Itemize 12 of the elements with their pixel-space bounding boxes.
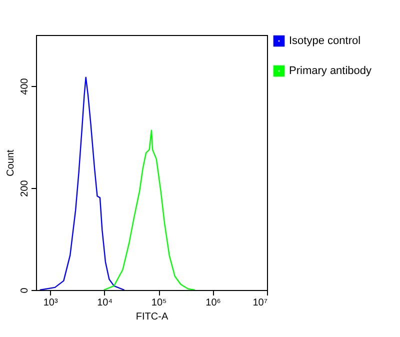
x-tick-label: 10⁶ — [206, 298, 221, 308]
x-axis-title: FITC-A — [136, 312, 168, 322]
legend-label: Primary antibody — [289, 65, 372, 77]
x-tick-label: 10⁵ — [151, 298, 167, 308]
x-tick-label: 10⁴ — [97, 298, 113, 308]
x-tick-label: 10⁷ — [252, 298, 268, 308]
x-tick-label: 10³ — [43, 298, 58, 308]
legend-label: Isotype control — [289, 35, 361, 47]
y-axis-title: Count — [6, 149, 16, 176]
y-tick-label: 400 — [20, 78, 30, 95]
y-tick-label: 0 — [20, 287, 30, 294]
y-tick-label: 200 — [20, 180, 30, 197]
